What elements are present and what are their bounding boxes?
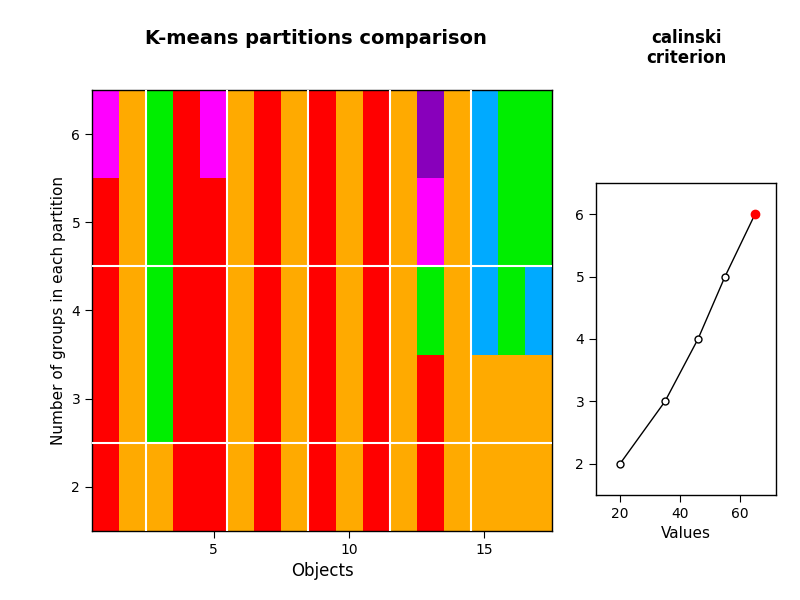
Bar: [119, 355, 146, 443]
Bar: [362, 443, 390, 531]
Bar: [471, 178, 498, 266]
Bar: [335, 266, 362, 355]
Bar: [173, 266, 200, 355]
Bar: [417, 178, 444, 266]
Bar: [498, 266, 525, 355]
Bar: [525, 355, 552, 443]
Bar: [335, 178, 362, 266]
Bar: [92, 90, 119, 178]
Bar: [525, 266, 552, 355]
Bar: [200, 355, 227, 443]
Bar: [146, 90, 173, 178]
Bar: [390, 443, 417, 531]
Bar: [471, 355, 498, 443]
Bar: [390, 90, 417, 178]
Bar: [444, 355, 471, 443]
Bar: [362, 355, 390, 443]
Bar: [227, 178, 254, 266]
Bar: [390, 178, 417, 266]
Bar: [92, 443, 119, 531]
Bar: [227, 443, 254, 531]
X-axis label: Values: Values: [661, 526, 711, 541]
Bar: [146, 355, 173, 443]
Bar: [362, 178, 390, 266]
Bar: [282, 443, 309, 531]
Bar: [200, 178, 227, 266]
Bar: [417, 355, 444, 443]
Bar: [92, 178, 119, 266]
Bar: [92, 355, 119, 443]
Bar: [119, 90, 146, 178]
Bar: [417, 90, 444, 178]
Bar: [119, 443, 146, 531]
Bar: [471, 90, 498, 178]
Bar: [173, 355, 200, 443]
Bar: [444, 266, 471, 355]
Bar: [200, 443, 227, 531]
Bar: [444, 90, 471, 178]
Bar: [390, 355, 417, 443]
Bar: [227, 90, 254, 178]
Y-axis label: Number of groups in each partition: Number of groups in each partition: [50, 176, 66, 445]
Bar: [119, 266, 146, 355]
Bar: [498, 443, 525, 531]
X-axis label: Objects: Objects: [290, 562, 354, 580]
Bar: [525, 178, 552, 266]
Bar: [309, 266, 335, 355]
Bar: [417, 266, 444, 355]
Bar: [282, 355, 309, 443]
Bar: [390, 266, 417, 355]
Bar: [498, 90, 525, 178]
Bar: [146, 178, 173, 266]
Bar: [335, 443, 362, 531]
Bar: [444, 443, 471, 531]
Bar: [335, 355, 362, 443]
Bar: [471, 266, 498, 355]
Bar: [200, 266, 227, 355]
Bar: [173, 178, 200, 266]
Bar: [92, 266, 119, 355]
Bar: [335, 90, 362, 178]
Bar: [146, 266, 173, 355]
Bar: [498, 355, 525, 443]
Text: K-means partitions comparison: K-means partitions comparison: [145, 29, 487, 49]
Bar: [362, 90, 390, 178]
Bar: [254, 443, 282, 531]
Bar: [173, 90, 200, 178]
Bar: [309, 90, 335, 178]
Bar: [254, 355, 282, 443]
Bar: [227, 355, 254, 443]
Bar: [444, 178, 471, 266]
Bar: [471, 443, 498, 531]
Bar: [254, 90, 282, 178]
Bar: [525, 90, 552, 178]
Bar: [498, 178, 525, 266]
Bar: [282, 266, 309, 355]
Bar: [282, 90, 309, 178]
Bar: [119, 178, 146, 266]
Bar: [227, 266, 254, 355]
Bar: [254, 178, 282, 266]
Bar: [282, 178, 309, 266]
Text: calinski
criterion: calinski criterion: [646, 29, 726, 67]
Bar: [362, 266, 390, 355]
Bar: [200, 90, 227, 178]
Bar: [254, 266, 282, 355]
Bar: [146, 443, 173, 531]
Bar: [173, 443, 200, 531]
Bar: [417, 443, 444, 531]
Bar: [309, 355, 335, 443]
Bar: [309, 443, 335, 531]
Bar: [525, 443, 552, 531]
Bar: [309, 178, 335, 266]
